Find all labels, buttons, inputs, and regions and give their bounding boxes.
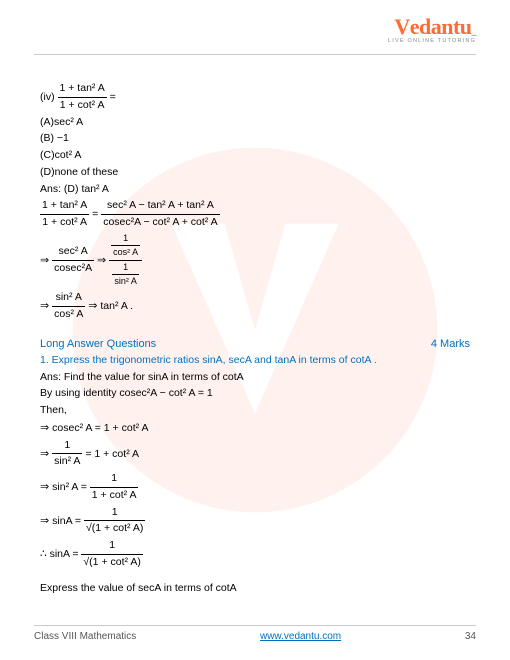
then-label: Then, xyxy=(40,403,470,419)
step-expression: cosec² A = 1 + cot² A xyxy=(52,422,148,434)
step-rhs: = 1 + cot² A xyxy=(85,448,139,460)
nested-denominator: sin² A xyxy=(112,275,139,289)
question-1-text: 1. Express the trigonometric ratios sinA… xyxy=(40,353,470,369)
footer: Class VIII Mathematics www.vedantu.com 3… xyxy=(34,625,476,642)
fraction-denominator: √(1 + cot² A) xyxy=(84,521,145,537)
fraction-denominator: 1 + cot² A xyxy=(40,215,89,231)
section-header: Long Answer Questions 4 Marks xyxy=(40,336,470,353)
section-marks: 4 Marks xyxy=(431,336,470,353)
q1-step-2: ⇒ 1 sin² A = 1 + cot² A xyxy=(40,438,470,471)
derivation-step-3: ⇒ sin² A cos² A ⇒ tan² A . xyxy=(40,290,470,323)
step-lhs: sin² A = xyxy=(52,481,87,493)
option-b: (B) −1 xyxy=(40,131,470,147)
footer-url-link[interactable]: www.vedantu.com xyxy=(260,631,341,642)
q1-step-1: ⇒ cosec² A = 1 + cot² A xyxy=(40,420,470,437)
fraction-numerator: sec² A − tan² A + tan² A xyxy=(101,198,219,215)
fraction-denominator: √(1 + cot² A) xyxy=(81,555,142,571)
fraction-numerator: 1 xyxy=(90,471,139,488)
fraction-numerator: 1 xyxy=(52,438,82,455)
fraction-numerator: 1 + tan² A xyxy=(40,198,89,215)
fraction-numerator: sin² A xyxy=(52,290,85,307)
fraction-numerator: 1 xyxy=(81,538,142,555)
fraction-denominator: cosec²A − cot² A + cot² A xyxy=(101,215,219,231)
answer-line: Ans: (D) tan² A xyxy=(40,182,470,198)
identity-line: By using identity cosec²A − cot² A = 1 xyxy=(40,386,470,402)
brand-tagline: LIVE ONLINE TUTORING xyxy=(388,38,476,44)
option-a: (A)sec² A xyxy=(40,115,470,131)
fraction-numerator: 1 xyxy=(84,505,145,522)
step-lhs: sinA = xyxy=(52,515,81,527)
brand-logo-text: Vedantu_ xyxy=(388,14,476,40)
nested-denominator: cos² A xyxy=(111,246,140,260)
section-title: Long Answer Questions xyxy=(40,336,156,353)
equals-sign: = xyxy=(110,91,116,103)
footer-divider xyxy=(34,625,476,626)
q1-step-4: ⇒ sinA = 1 √(1 + cot² A) xyxy=(40,505,470,538)
fraction-denominator: sin² A xyxy=(52,454,82,470)
step-result: tan² A . xyxy=(100,300,133,312)
option-d: (D)none of these xyxy=(40,165,470,181)
footer-page-number: 34 xyxy=(465,631,476,642)
fraction-numerator: 1 + tan² A xyxy=(58,81,107,98)
fraction-numerator: sec² A xyxy=(52,244,94,261)
derivation-step-2: ⇒ sec² A cosec²A ⇒ 1 cos² A 1 sin² A xyxy=(40,232,470,289)
answer-label: Ans: (D) xyxy=(40,183,79,195)
derivation-step-1: 1 + tan² A 1 + cot² A = sec² A − tan² A … xyxy=(40,198,470,231)
fraction-denominator: cos² A xyxy=(52,307,85,323)
answer-intro: Ans: Find the value for sinA in terms of… xyxy=(40,370,470,386)
document-body: (iv) 1 + tan² A 1 + cot² A = (A)sec² A (… xyxy=(40,80,470,597)
step-lhs: ∴ sinA = xyxy=(40,548,79,560)
question-label: (iv) xyxy=(40,91,55,103)
nested-numerator: 1 xyxy=(112,261,139,276)
answer-value: tan² A xyxy=(81,183,108,195)
q1-next-part: Express the value of secA in terms of co… xyxy=(40,581,470,597)
question-iv-expression: (iv) 1 + tan² A 1 + cot² A = xyxy=(40,81,470,114)
fraction-denominator: cosec²A xyxy=(52,261,94,277)
option-c: (C)cot² A xyxy=(40,148,470,164)
header-divider xyxy=(34,54,476,55)
q1-step-5: ∴ sinA = 1 √(1 + cot² A) xyxy=(40,538,470,571)
q1-step-3: ⇒ sin² A = 1 1 + cot² A xyxy=(40,471,470,504)
nested-numerator: 1 xyxy=(111,232,140,247)
header: Vedantu_ LIVE ONLINE TUTORING xyxy=(388,14,476,44)
fraction-denominator: 1 + cot² A xyxy=(58,98,107,114)
fraction-denominator: 1 + cot² A xyxy=(90,488,139,504)
footer-class-label: Class VIII Mathematics xyxy=(34,631,136,642)
